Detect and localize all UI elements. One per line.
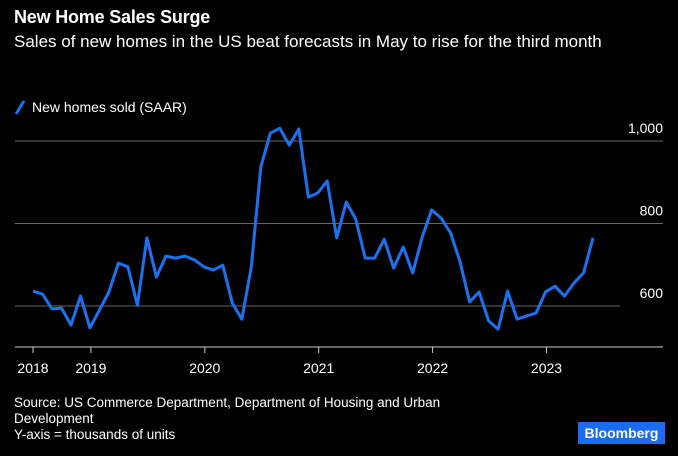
legend-swatch-icon bbox=[14, 100, 26, 115]
source-note: Source: US Commerce Department, Departme… bbox=[14, 395, 441, 426]
x-tick-label: 2019 bbox=[75, 360, 106, 376]
x-tick-label: 2018 bbox=[17, 360, 48, 376]
x-tick-label: 2022 bbox=[417, 360, 448, 376]
chart-title: New Home Sales Surge bbox=[14, 7, 211, 27]
series-line-new-homes-sold bbox=[32, 126, 595, 331]
legend: New homes sold (SAAR) bbox=[14, 99, 187, 115]
x-tick-label: 2021 bbox=[303, 360, 334, 376]
y-tick-label: 800 bbox=[640, 203, 664, 219]
legend-label: New homes sold (SAAR) bbox=[32, 99, 187, 115]
y-tick-label: 600 bbox=[640, 285, 664, 301]
axis-note: Y-axis = thousands of units bbox=[14, 427, 176, 442]
x-tick-label: 2020 bbox=[189, 360, 220, 376]
chart-subtitle: Sales of new homes in the US beat foreca… bbox=[14, 32, 602, 51]
bloomberg-logo: Bloomberg bbox=[578, 422, 665, 444]
y-tick-label: 1,000 bbox=[628, 120, 663, 136]
footer: Source: US Commerce Department, Departme… bbox=[14, 395, 484, 443]
x-tick-label: 2023 bbox=[531, 360, 562, 376]
